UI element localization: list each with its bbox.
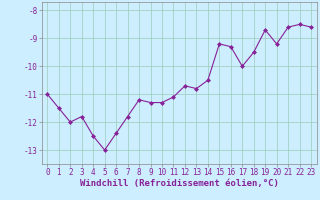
X-axis label: Windchill (Refroidissement éolien,°C): Windchill (Refroidissement éolien,°C) [80,179,279,188]
